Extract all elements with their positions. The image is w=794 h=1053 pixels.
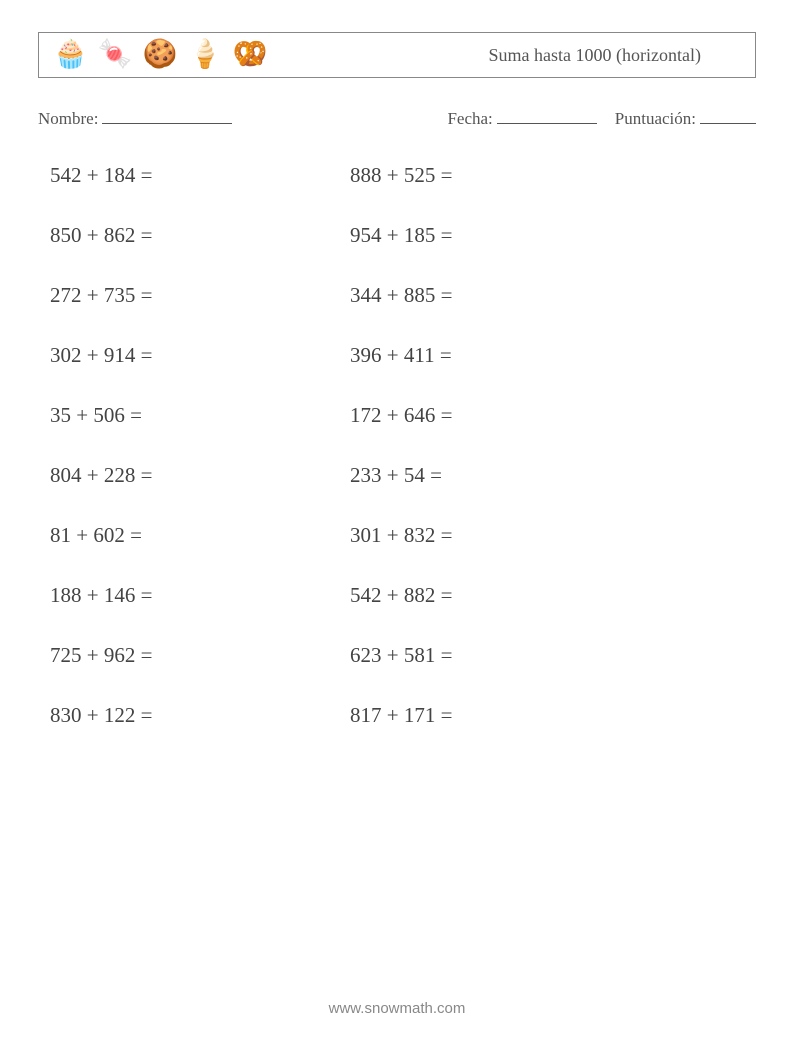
- problem-item: 344 + 885 =: [350, 283, 452, 308]
- worksheet-title: Suma hasta 1000 (horizontal): [489, 45, 741, 66]
- problem-item: 817 + 171 =: [350, 703, 452, 728]
- problem-item: 233 + 54 =: [350, 463, 452, 488]
- problems-left-column: 542 + 184 = 850 + 862 = 272 + 735 = 302 …: [50, 163, 350, 728]
- problem-item: 623 + 581 =: [350, 643, 452, 668]
- problem-item: 396 + 411 =: [350, 343, 452, 368]
- header-icons: 🧁 🍬 🍪 🍦 🥨: [53, 41, 267, 69]
- date-field: Fecha:: [447, 106, 596, 129]
- cookie-icon: 🍪: [143, 41, 178, 69]
- problem-item: 272 + 735 =: [50, 283, 350, 308]
- header-box: 🧁 🍬 🍪 🍦 🥨 Suma hasta 1000 (horizontal): [38, 32, 756, 78]
- problems-right-column: 888 + 525 = 954 + 185 = 344 + 885 = 396 …: [350, 163, 452, 728]
- score-label: Puntuación:: [615, 109, 696, 128]
- problem-item: 725 + 962 =: [50, 643, 350, 668]
- problem-item: 850 + 862 =: [50, 223, 350, 248]
- problem-item: 542 + 882 =: [350, 583, 452, 608]
- problem-item: 954 + 185 =: [350, 223, 452, 248]
- footer-url: www.snowmath.com: [0, 1000, 794, 1017]
- pretzel-icon: 🥨: [233, 41, 268, 69]
- name-field: Nombre:: [38, 106, 447, 129]
- meta-row: Nombre: Fecha: Puntuación:: [38, 106, 756, 129]
- problem-item: 81 + 602 =: [50, 523, 350, 548]
- problem-item: 888 + 525 =: [350, 163, 452, 188]
- name-label: Nombre:: [38, 109, 98, 128]
- problems-grid: 542 + 184 = 850 + 862 = 272 + 735 = 302 …: [38, 163, 756, 728]
- cupcake-icon: 🧁: [53, 41, 88, 69]
- problem-item: 804 + 228 =: [50, 463, 350, 488]
- score-blank[interactable]: [700, 106, 756, 124]
- problem-item: 35 + 506 =: [50, 403, 350, 428]
- problem-item: 302 + 914 =: [50, 343, 350, 368]
- date-label: Fecha:: [447, 109, 492, 128]
- candy-icon: 🍬: [98, 41, 133, 69]
- icecream-icon: 🍦: [188, 41, 223, 69]
- problem-item: 172 + 646 =: [350, 403, 452, 428]
- score-field: Puntuación:: [615, 106, 756, 129]
- problem-item: 542 + 184 =: [50, 163, 350, 188]
- problem-item: 830 + 122 =: [50, 703, 350, 728]
- date-blank[interactable]: [497, 106, 597, 124]
- name-blank[interactable]: [102, 106, 232, 124]
- problem-item: 301 + 832 =: [350, 523, 452, 548]
- problem-item: 188 + 146 =: [50, 583, 350, 608]
